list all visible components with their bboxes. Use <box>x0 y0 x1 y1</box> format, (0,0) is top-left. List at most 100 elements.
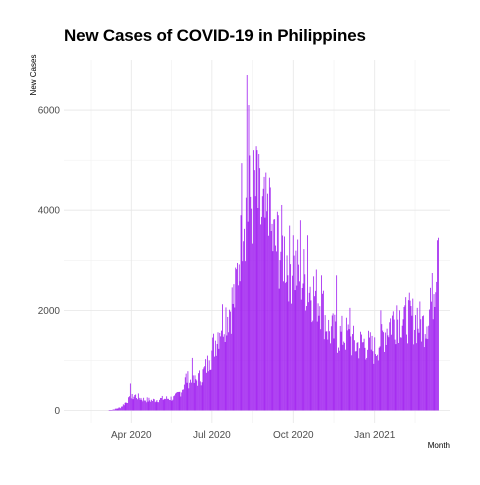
bar <box>284 283 286 411</box>
bar <box>389 322 391 411</box>
bar <box>372 351 374 411</box>
bar <box>414 329 415 411</box>
bar <box>237 285 239 411</box>
bar <box>177 391 179 411</box>
bar <box>225 307 227 411</box>
bar <box>325 331 327 411</box>
bar <box>188 388 190 411</box>
bar <box>263 176 265 411</box>
bar <box>322 290 324 411</box>
bar <box>308 292 310 411</box>
bar <box>168 399 170 411</box>
bar <box>209 369 211 411</box>
bar <box>427 338 429 411</box>
bar <box>312 320 314 411</box>
bar <box>422 316 423 411</box>
bar <box>218 348 220 411</box>
bar <box>307 302 309 411</box>
bar <box>368 337 370 411</box>
bar <box>292 235 294 411</box>
bar <box>128 397 130 411</box>
chart-title: New Cases of COVID-19 in Philippines <box>64 26 366 45</box>
y-tick-label: 0 <box>54 406 60 417</box>
bar <box>328 319 330 411</box>
bar <box>290 264 292 411</box>
bar <box>178 391 180 411</box>
bar <box>130 398 132 411</box>
bar <box>350 336 352 411</box>
bar <box>355 351 357 411</box>
bar <box>293 255 295 411</box>
bar <box>400 337 402 411</box>
bar <box>189 382 191 411</box>
bar <box>286 255 288 411</box>
bar <box>211 350 213 411</box>
bar <box>305 310 307 411</box>
bar <box>180 396 182 411</box>
bar <box>224 341 226 411</box>
bar <box>110 410 112 411</box>
y-tick-label: 4000 <box>38 206 61 217</box>
bar <box>222 336 224 411</box>
bar <box>295 250 297 411</box>
bar <box>384 332 386 411</box>
bar <box>157 402 159 411</box>
x-axis-label: Month <box>428 441 450 450</box>
bar <box>136 398 137 411</box>
bar <box>198 373 199 411</box>
bar <box>421 341 423 411</box>
bar <box>385 344 387 411</box>
bar <box>371 335 373 411</box>
bar <box>433 294 435 411</box>
bar <box>161 395 163 411</box>
bar <box>240 215 242 411</box>
bar <box>282 235 284 411</box>
bar <box>399 337 401 411</box>
bar <box>333 338 335 411</box>
bar <box>418 332 420 411</box>
bar <box>360 331 361 411</box>
bar <box>169 400 171 411</box>
bar <box>363 338 365 411</box>
bar <box>138 397 140 411</box>
bar <box>149 400 151 411</box>
bar <box>146 397 148 411</box>
bar <box>416 307 418 411</box>
bar <box>126 403 128 411</box>
bar <box>415 315 416 411</box>
bar <box>319 306 321 411</box>
bar <box>115 408 117 411</box>
bar <box>415 343 417 411</box>
bar <box>134 395 136 411</box>
bar <box>244 228 245 411</box>
bar <box>393 319 395 411</box>
bar <box>434 306 436 411</box>
bar <box>163 399 165 411</box>
bar <box>187 371 189 411</box>
bar <box>424 334 426 411</box>
bar <box>197 385 199 411</box>
bar <box>430 301 432 411</box>
bar <box>230 333 232 411</box>
y-tick-labels: 0 2000 4000 6000 <box>38 106 61 417</box>
bar <box>288 301 290 411</box>
bar <box>285 281 287 411</box>
bar <box>152 398 154 411</box>
bar <box>199 370 200 411</box>
bar <box>172 399 174 411</box>
bar <box>207 371 209 411</box>
bar <box>127 402 129 411</box>
bar <box>200 385 202 411</box>
bar <box>145 402 147 411</box>
bar <box>206 372 207 411</box>
bar <box>171 400 173 411</box>
bar <box>431 272 433 411</box>
bar <box>320 329 322 411</box>
bar <box>297 239 299 411</box>
bar <box>118 407 120 411</box>
bar <box>133 396 135 411</box>
bar <box>191 357 193 411</box>
bar <box>204 366 206 411</box>
bar <box>332 313 334 411</box>
bar <box>112 409 114 411</box>
